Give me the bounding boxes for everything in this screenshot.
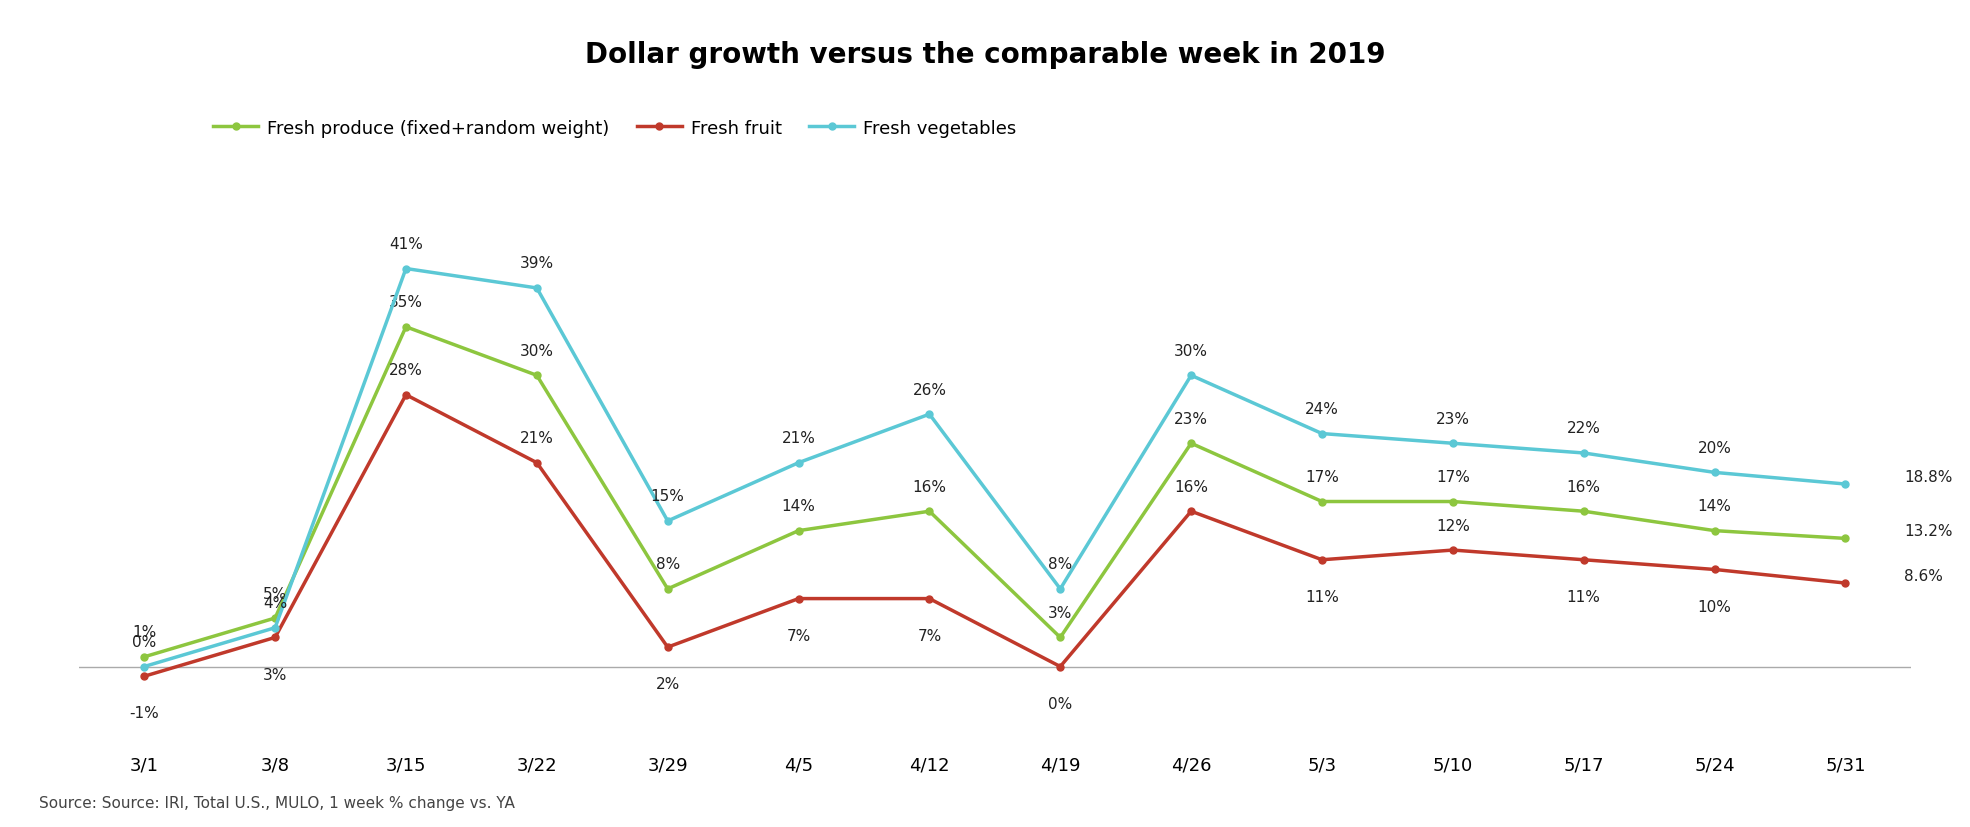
Text: 18.8%: 18.8% <box>1905 470 1952 485</box>
Fresh fruit <box>1702 565 1726 575</box>
Fresh produce (fixed+random weight) <box>394 323 418 332</box>
Text: 11%: 11% <box>1566 589 1602 605</box>
Fresh produce (fixed+random weight) <box>1442 497 1466 507</box>
Fresh vegetables <box>1834 480 1858 490</box>
Text: 13.2%: 13.2% <box>1905 523 1952 538</box>
Fresh fruit <box>524 458 548 468</box>
Line: Fresh produce (fixed+random weight): Fresh produce (fixed+random weight) <box>140 324 1850 661</box>
Text: 17%: 17% <box>1436 470 1470 485</box>
Text: 28%: 28% <box>388 363 424 378</box>
Text: 14%: 14% <box>782 499 816 514</box>
Text: 30%: 30% <box>1174 343 1208 358</box>
Fresh vegetables <box>918 409 942 419</box>
Fresh produce (fixed+random weight) <box>918 507 942 517</box>
Fresh produce (fixed+random weight) <box>1180 439 1204 449</box>
Text: 5%: 5% <box>262 586 288 600</box>
Text: 1%: 1% <box>132 624 156 639</box>
Text: 23%: 23% <box>1174 411 1208 426</box>
Fresh produce (fixed+random weight) <box>1834 533 1858 543</box>
Text: 35%: 35% <box>388 295 424 310</box>
Text: -1%: -1% <box>130 705 160 720</box>
Text: 30%: 30% <box>520 343 554 358</box>
Fresh produce (fixed+random weight) <box>524 370 548 380</box>
Fresh vegetables <box>264 623 288 633</box>
Fresh produce (fixed+random weight) <box>1572 507 1596 517</box>
Fresh produce (fixed+random weight) <box>132 652 156 662</box>
Fresh produce (fixed+random weight) <box>1048 633 1072 643</box>
Text: 16%: 16% <box>1566 479 1602 495</box>
Text: 0%: 0% <box>1048 696 1072 710</box>
Line: Fresh vegetables: Fresh vegetables <box>140 265 1850 670</box>
Text: 17%: 17% <box>1304 470 1340 485</box>
Text: 8%: 8% <box>656 557 680 571</box>
Text: 7%: 7% <box>918 628 942 643</box>
Text: 8.6%: 8.6% <box>1905 568 1942 583</box>
Text: 2%: 2% <box>656 676 680 691</box>
Line: Fresh fruit: Fresh fruit <box>140 392 1850 680</box>
Text: 22%: 22% <box>1566 421 1602 436</box>
Fresh produce (fixed+random weight) <box>264 614 288 624</box>
Fresh produce (fixed+random weight) <box>786 526 810 536</box>
Text: 11%: 11% <box>1304 589 1340 605</box>
Fresh fruit <box>264 633 288 643</box>
Fresh fruit <box>1442 546 1466 556</box>
Fresh fruit <box>394 390 418 400</box>
Fresh vegetables <box>132 662 156 672</box>
Fresh vegetables <box>1048 584 1072 594</box>
Fresh fruit <box>918 594 942 604</box>
Fresh fruit <box>1180 507 1204 517</box>
Text: 14%: 14% <box>1698 499 1732 514</box>
Text: 3%: 3% <box>1048 605 1072 620</box>
Text: 16%: 16% <box>1174 479 1208 495</box>
Text: 20%: 20% <box>1698 441 1732 456</box>
Text: 7%: 7% <box>786 628 812 643</box>
Text: 12%: 12% <box>1436 518 1470 533</box>
Text: 8%: 8% <box>1048 557 1072 571</box>
Text: 15%: 15% <box>650 489 686 504</box>
Fresh vegetables <box>524 284 548 294</box>
Fresh fruit <box>132 672 156 681</box>
Text: 16%: 16% <box>912 479 946 495</box>
Text: 0%: 0% <box>132 634 156 649</box>
Fresh fruit <box>1572 555 1596 565</box>
Fresh fruit <box>786 594 810 604</box>
Fresh produce (fixed+random weight) <box>656 584 680 594</box>
Text: 24%: 24% <box>1304 402 1340 417</box>
Fresh vegetables <box>1572 448 1596 458</box>
Text: Source: Source: IRI, Total U.S., MULO, 1 week % change vs. YA: Source: Source: IRI, Total U.S., MULO, 1… <box>39 796 516 810</box>
Fresh vegetables <box>1180 370 1204 380</box>
Text: 10%: 10% <box>1698 599 1732 614</box>
Fresh vegetables <box>1702 468 1726 478</box>
Fresh vegetables <box>1310 429 1334 439</box>
Text: 3%: 3% <box>262 667 288 681</box>
Text: 21%: 21% <box>520 431 554 446</box>
Text: 23%: 23% <box>1436 411 1470 426</box>
Fresh fruit <box>1310 555 1334 565</box>
Text: Dollar growth versus the comparable week in 2019: Dollar growth versus the comparable week… <box>585 41 1385 69</box>
Fresh vegetables <box>786 458 810 468</box>
Text: 26%: 26% <box>912 382 946 397</box>
Text: 41%: 41% <box>388 237 424 251</box>
Fresh vegetables <box>394 265 418 275</box>
Fresh fruit <box>656 643 680 653</box>
Text: 21%: 21% <box>782 431 816 446</box>
Fresh produce (fixed+random weight) <box>1702 526 1726 536</box>
Text: 39%: 39% <box>520 256 554 271</box>
Fresh vegetables <box>656 516 680 526</box>
Fresh produce (fixed+random weight) <box>1310 497 1334 507</box>
Legend: Fresh produce (fixed+random weight), Fresh fruit, Fresh vegetables: Fresh produce (fixed+random weight), Fre… <box>207 112 1024 145</box>
Fresh fruit <box>1834 578 1858 588</box>
Text: 4%: 4% <box>262 595 288 610</box>
Fresh vegetables <box>1442 439 1466 449</box>
Fresh fruit <box>1048 662 1072 672</box>
